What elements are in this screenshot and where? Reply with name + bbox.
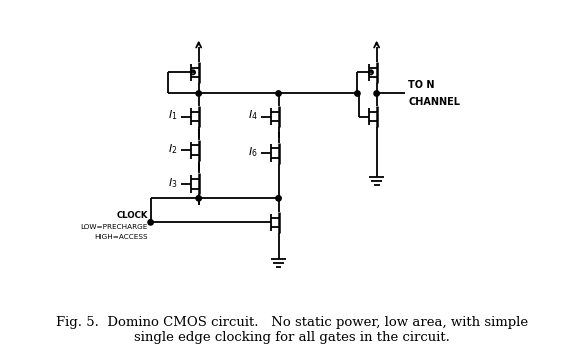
Text: $I_3$: $I_3$ (168, 176, 178, 190)
Text: CHANNEL: CHANNEL (408, 97, 460, 107)
Text: $I_4$: $I_4$ (248, 109, 258, 122)
Circle shape (354, 91, 360, 96)
Text: LOW=PRECHARGE: LOW=PRECHARGE (81, 224, 148, 230)
Text: CLOCK: CLOCK (116, 211, 148, 220)
Circle shape (276, 91, 281, 96)
Text: Fig. 5.  Domino CMOS circuit.   No static power, low area, with simple
single ed: Fig. 5. Domino CMOS circuit. No static p… (56, 316, 528, 344)
Text: $I_1$: $I_1$ (168, 109, 178, 122)
Text: $I_6$: $I_6$ (248, 145, 258, 159)
Text: $I_2$: $I_2$ (168, 142, 178, 156)
Circle shape (276, 195, 281, 201)
Circle shape (196, 195, 201, 201)
Circle shape (374, 91, 380, 96)
Text: TO N: TO N (408, 80, 435, 90)
Circle shape (196, 91, 201, 96)
Circle shape (148, 220, 154, 225)
Text: HIGH=ACCESS: HIGH=ACCESS (94, 234, 148, 240)
